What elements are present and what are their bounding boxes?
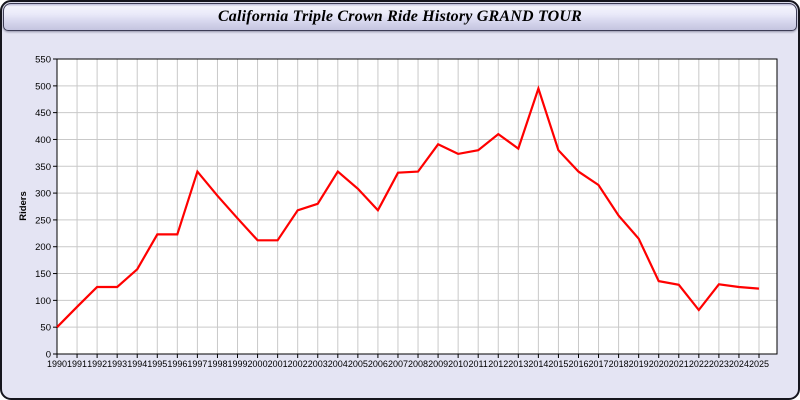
chart-title: California Triple Crown Ride History GRA…	[217, 8, 583, 25]
y-tick-label: 250	[35, 215, 51, 226]
x-tick-label: 1995	[147, 359, 167, 369]
y-tick-label: 550	[35, 55, 51, 66]
y-axis-title: Riders	[18, 191, 29, 221]
x-tick-label: 1999	[227, 359, 247, 369]
y-tick-label: 400	[35, 135, 51, 146]
x-tick-label: 2013	[508, 359, 528, 369]
x-tick-label: 2015	[548, 359, 568, 369]
x-tick-label: 1993	[107, 359, 127, 369]
y-tick-label: 500	[35, 81, 51, 92]
x-tick-label: 2022	[689, 359, 709, 369]
x-tick-label: 2025	[749, 359, 769, 369]
y-tick-label: 150	[35, 269, 51, 280]
x-tick-label: 2019	[629, 359, 649, 369]
x-tick-label: 2021	[669, 359, 689, 369]
riders-line-series	[56, 84, 760, 328]
x-tick-label: 2010	[448, 359, 468, 369]
x-tick-label: 1994	[127, 359, 147, 369]
y-tick-label: 100	[35, 296, 51, 307]
x-tick-label: 2005	[348, 359, 368, 369]
x-tick-label: 2023	[709, 359, 729, 369]
x-tick-label: 2007	[388, 359, 408, 369]
x-tick-label: 2014	[528, 359, 548, 369]
x-tick-label: 1990	[47, 359, 67, 369]
x-tick-label: 2020	[649, 359, 669, 369]
x-tick-label: 2002	[288, 359, 308, 369]
x-tick-label: 2024	[729, 359, 749, 369]
plot-background	[57, 59, 777, 354]
y-tick-label: 350	[35, 162, 51, 173]
x-tick-label: 2006	[368, 359, 388, 369]
x-tick-label: 1991	[67, 359, 87, 369]
x-tick-label: 2017	[589, 359, 609, 369]
x-tick-label: 2012	[488, 359, 508, 369]
x-tick-label: 1998	[207, 359, 227, 369]
x-tick-label: 2008	[408, 359, 428, 369]
y-tick-label: 0	[46, 350, 51, 361]
x-tick-label: 2018	[609, 359, 629, 369]
plot-border	[56, 58, 778, 355]
x-tick-label: 1997	[187, 359, 207, 369]
x-tick-label: 2009	[428, 359, 448, 369]
title-bar: California Triple Crown Ride History GRA…	[3, 3, 797, 31]
x-tick-label: 1996	[167, 359, 187, 369]
y-tick-label: 300	[35, 189, 51, 200]
x-tick-label: 2016	[568, 359, 588, 369]
x-tick-label: 2011	[469, 359, 488, 369]
x-tick-label: 2003	[308, 359, 328, 369]
y-tick-label: 450	[35, 108, 51, 119]
y-tick-label: 200	[35, 242, 51, 253]
x-tick-label: 2001	[268, 359, 288, 369]
x-tick-label: 2000	[248, 359, 268, 369]
x-tick-label: 1992	[87, 359, 107, 369]
x-tick-label: 2004	[328, 359, 348, 369]
y-tick-label: 50	[40, 323, 51, 334]
